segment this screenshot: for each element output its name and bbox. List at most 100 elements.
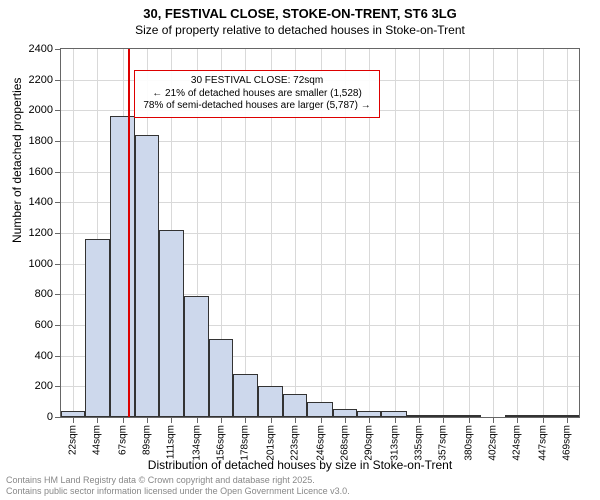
gridline-v (443, 49, 444, 417)
x-tick (469, 417, 470, 423)
x-tick (197, 417, 198, 423)
x-tick (543, 417, 544, 423)
x-tick-label: 156sqm (216, 425, 227, 461)
y-tick-label: 2200 (29, 74, 53, 86)
y-tick (55, 110, 61, 111)
callout-line: ← 21% of detached houses are smaller (1,… (143, 88, 370, 101)
histogram-bar (110, 116, 135, 417)
subject-property-marker (128, 49, 130, 417)
y-tick (55, 202, 61, 203)
y-tick-label: 1400 (29, 196, 53, 208)
y-tick-label: 2400 (29, 43, 53, 55)
y-tick (55, 141, 61, 142)
histogram-bar (529, 415, 554, 417)
x-tick-label: 246sqm (315, 425, 326, 461)
x-tick-label: 178sqm (240, 425, 251, 461)
x-tick-label: 223sqm (290, 425, 301, 461)
y-tick-label: 1000 (29, 258, 53, 270)
callout-line: 78% of semi-detached houses are larger (… (143, 100, 370, 113)
x-tick (271, 417, 272, 423)
histogram-bar (431, 415, 455, 417)
histogram-bar (61, 411, 85, 417)
x-tick (147, 417, 148, 423)
gridline-v (419, 49, 420, 417)
y-tick (55, 417, 61, 418)
y-tick (55, 80, 61, 81)
x-tick-label: 357sqm (438, 425, 449, 461)
y-tick (55, 386, 61, 387)
x-tick-label: 290sqm (364, 425, 375, 461)
histogram-bar (357, 411, 381, 417)
gridline-v (543, 49, 544, 417)
plot-area: 0200400600800100012001400160018002000220… (60, 48, 580, 418)
y-tick-label: 1800 (29, 135, 53, 147)
x-tick-label: 313sqm (389, 425, 400, 461)
x-tick-label: 44sqm (92, 425, 103, 455)
x-tick (493, 417, 494, 423)
histogram-bar (555, 415, 579, 417)
histogram-bar (233, 374, 257, 417)
x-tick (345, 417, 346, 423)
x-tick-label: 22sqm (68, 425, 79, 455)
x-tick-label: 402sqm (487, 425, 498, 461)
gridline-v (73, 49, 74, 417)
y-tick (55, 172, 61, 173)
histogram-bar (258, 386, 283, 417)
gridline-v (395, 49, 396, 417)
y-tick-label: 1200 (29, 227, 53, 239)
x-tick-label: 268sqm (339, 425, 350, 461)
x-tick (517, 417, 518, 423)
x-tick (295, 417, 296, 423)
property-size-histogram: 30, FESTIVAL CLOSE, STOKE-ON-TRENT, ST6 … (0, 0, 600, 500)
y-tick (55, 264, 61, 265)
y-tick (55, 325, 61, 326)
histogram-bar (381, 411, 406, 417)
callout-line: 30 FESTIVAL CLOSE: 72sqm (143, 75, 370, 88)
x-tick-label: 134sqm (191, 425, 202, 461)
y-tick-label: 1600 (29, 166, 53, 178)
y-tick-label: 400 (35, 350, 53, 362)
x-tick (419, 417, 420, 423)
histogram-bar (85, 239, 109, 417)
footer-line-2: Contains public sector information licen… (6, 486, 350, 497)
y-tick-label: 2000 (29, 104, 53, 116)
x-tick-label: 89sqm (142, 425, 153, 455)
y-tick-label: 200 (35, 380, 53, 392)
y-tick-label: 600 (35, 319, 53, 331)
histogram-bar (505, 415, 529, 417)
x-tick (221, 417, 222, 423)
footer-line-1: Contains HM Land Registry data © Crown c… (6, 475, 350, 486)
x-tick (395, 417, 396, 423)
x-tick-label: 447sqm (537, 425, 548, 461)
histogram-bar (159, 230, 183, 417)
attribution-footer: Contains HM Land Registry data © Crown c… (6, 475, 350, 497)
x-tick (123, 417, 124, 423)
x-tick (567, 417, 568, 423)
histogram-bar (455, 415, 480, 417)
chart-title: 30, FESTIVAL CLOSE, STOKE-ON-TRENT, ST6 … (0, 6, 600, 21)
x-tick (369, 417, 370, 423)
x-axis-label: Distribution of detached houses by size … (0, 458, 600, 472)
x-tick-label: 424sqm (512, 425, 523, 461)
y-tick (55, 356, 61, 357)
y-tick (55, 49, 61, 50)
x-tick-label: 335sqm (413, 425, 424, 461)
gridline-v (493, 49, 494, 417)
histogram-bar (333, 409, 357, 417)
y-tick-label: 0 (47, 411, 53, 423)
x-tick-label: 380sqm (463, 425, 474, 461)
x-tick-label: 67sqm (117, 425, 128, 455)
x-tick (97, 417, 98, 423)
x-tick-label: 201sqm (265, 425, 276, 461)
chart-subtitle: Size of property relative to detached ho… (0, 23, 600, 37)
x-tick (171, 417, 172, 423)
histogram-bar (209, 339, 233, 417)
y-tick (55, 233, 61, 234)
y-axis-label: Number of detached properties (10, 78, 24, 243)
histogram-bar (184, 296, 209, 417)
x-tick-label: 111sqm (166, 425, 177, 459)
histogram-bar (283, 394, 307, 417)
x-tick (321, 417, 322, 423)
histogram-bar (307, 402, 332, 417)
gridline-v (517, 49, 518, 417)
